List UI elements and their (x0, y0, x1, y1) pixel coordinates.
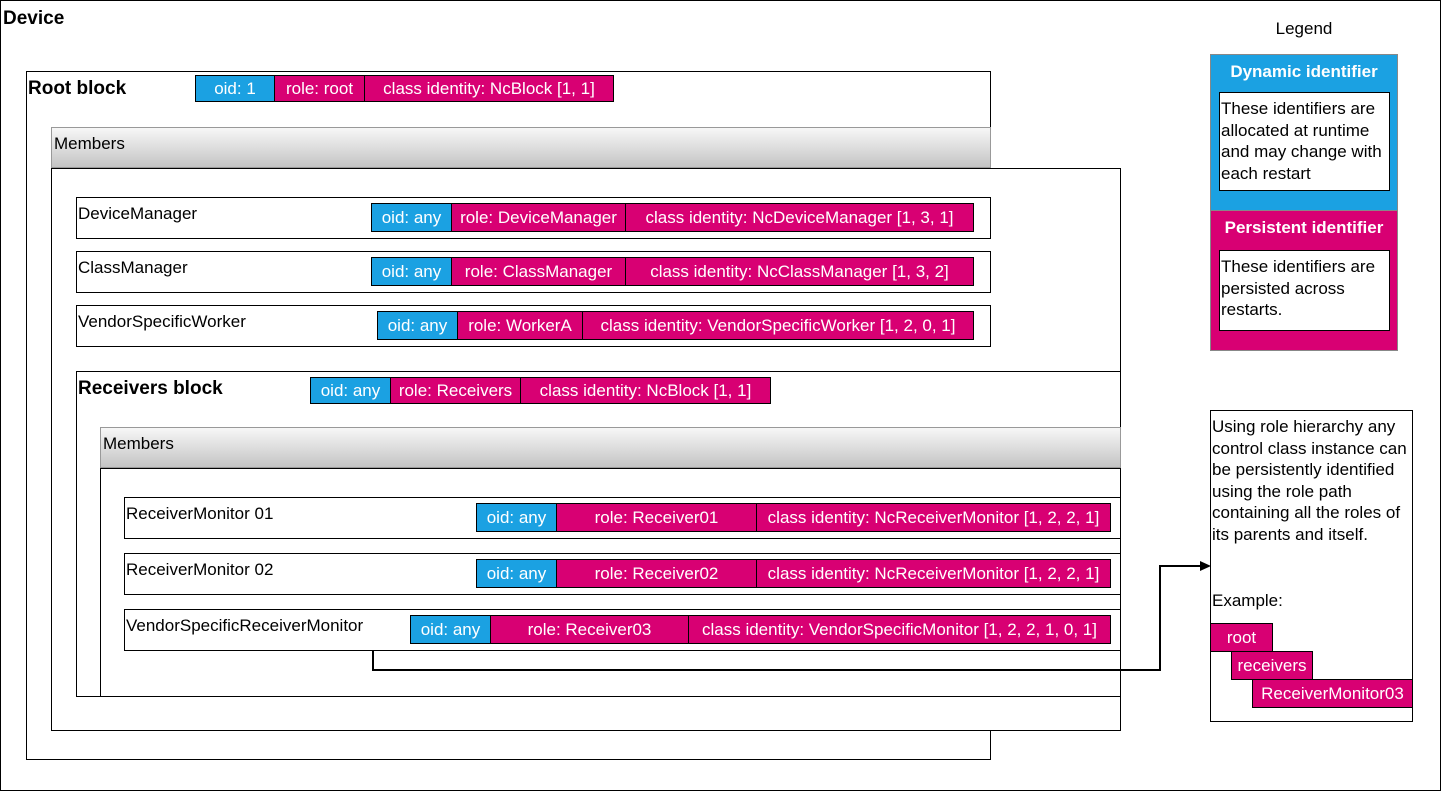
oid-chip: oid: any (310, 377, 391, 404)
block-title: Receivers block (78, 378, 223, 399)
path-chip: receivers (1231, 651, 1313, 680)
note-text: Using role hierarchy any control class i… (1212, 417, 1407, 544)
role-chip: role: Receiver01 (556, 503, 757, 532)
legend-text: These identifiers are allocated at runti… (1221, 99, 1382, 183)
class-chip: class identity: NcDeviceManager [1, 3, 1… (625, 203, 974, 232)
oid-chip: oid: any (371, 257, 452, 286)
class-chip: class identity: NcClassManager [1, 3, 2] (625, 257, 974, 286)
oid-chip: oid: any (377, 311, 458, 340)
oid-chip: oid: 1 (195, 75, 275, 102)
member-name: VendorSpecificWorker (78, 312, 246, 331)
role-chip: role: Receivers (390, 377, 521, 404)
class-chip: class identity: NcReceiverMonitor [1, 2,… (756, 559, 1111, 588)
path-chip: ReceiverMonitor03 (1252, 679, 1413, 708)
role-chip: role: DeviceManager (451, 203, 626, 232)
members-header: Members (100, 427, 1121, 468)
legend-heading: Persistent identifier (1224, 218, 1384, 237)
oid-chip: oid: any (410, 615, 491, 644)
path-chip: root (1210, 623, 1273, 652)
arrow-head (1200, 561, 1211, 571)
oid-chip: oid: any (476, 503, 557, 532)
members-header: Members (51, 127, 991, 168)
class-chip: class identity: VendorSpecificMonitor [1… (688, 615, 1111, 644)
arrow-line (372, 565, 1202, 671)
legend-note (1219, 250, 1390, 331)
role-chip: role: ClassManager (451, 257, 626, 286)
example-label: Example: (1212, 591, 1283, 610)
legend-title: Legend (1275, 19, 1333, 38)
oid-chip: oid: any (476, 559, 557, 588)
member-name: ClassManager (78, 258, 188, 277)
role-chip: role: root (274, 75, 365, 102)
member-name: VendorSpecificReceiverMonitor (126, 616, 364, 635)
legend-heading: Dynamic identifier (1230, 62, 1378, 81)
role-chip: role: Receiver02 (556, 559, 757, 588)
device-title: Device (3, 8, 65, 29)
class-chip: class identity: NcBlock [1, 1] (520, 377, 771, 404)
class-chip: class identity: NcReceiverMonitor [1, 2,… (756, 503, 1111, 532)
member-name: ReceiverMonitor 01 (126, 504, 274, 523)
oid-chip: oid: any (371, 203, 452, 232)
member-name: ReceiverMonitor 02 (126, 560, 274, 579)
role-chip: role: Receiver03 (490, 615, 689, 644)
block-title: Root block (28, 78, 127, 99)
role-chip: role: WorkerA (457, 311, 583, 340)
class-chip: class identity: NcBlock [1, 1] (364, 75, 614, 102)
class-chip: class identity: VendorSpecificWorker [1,… (582, 311, 974, 340)
legend-text: These identifiers are persisted across r… (1221, 257, 1376, 319)
member-name: DeviceManager (78, 204, 198, 223)
legend-note (1219, 92, 1390, 191)
